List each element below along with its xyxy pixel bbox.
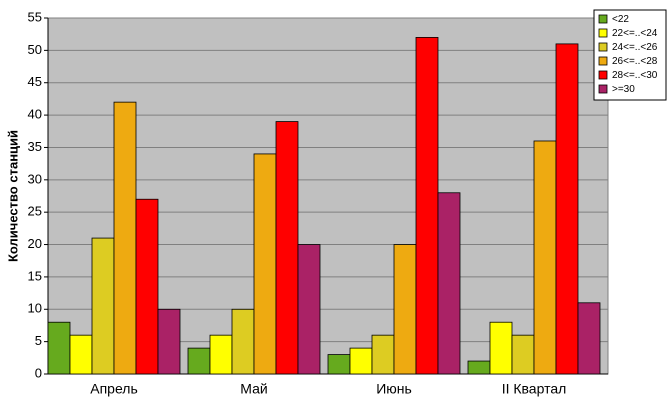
legend-swatch — [598, 84, 608, 94]
bar — [467, 360, 491, 375]
x-tick-label: Апрель — [90, 381, 138, 397]
bar — [511, 334, 535, 375]
bar — [47, 321, 71, 375]
y-tick-label: 20 — [28, 236, 42, 251]
y-tick-label: 10 — [28, 301, 42, 316]
bar — [275, 121, 299, 375]
bar — [135, 198, 159, 375]
bar — [327, 354, 351, 375]
y-tick-label: 55 — [28, 9, 42, 24]
bar — [577, 302, 601, 375]
bar — [349, 347, 373, 375]
y-tick-label: 35 — [28, 139, 42, 154]
bar — [415, 37, 439, 375]
x-tick-label: Июнь — [376, 381, 412, 397]
x-tick-label: II Квартал — [502, 381, 567, 397]
legend-swatch — [598, 14, 608, 24]
bar — [533, 140, 557, 375]
legend-swatch — [598, 70, 608, 80]
bar — [555, 43, 579, 375]
y-tick-label: 45 — [28, 74, 42, 89]
bar — [489, 321, 513, 375]
y-tick-label: 15 — [28, 268, 42, 283]
legend-label: 28<=..<30 — [612, 70, 658, 81]
x-tick-label: Май — [240, 381, 267, 397]
legend-label: 24<=..<26 — [612, 42, 658, 53]
y-tick-label: 40 — [28, 107, 42, 122]
legend-label: 26<=..<28 — [612, 56, 658, 67]
legend-label: <22 — [612, 14, 629, 25]
bar — [69, 334, 93, 375]
bar — [297, 244, 321, 375]
y-tick-label: 25 — [28, 204, 42, 219]
legend-swatch — [598, 56, 608, 66]
bar — [113, 101, 137, 375]
y-tick-label: 0 — [35, 365, 42, 380]
bar — [437, 192, 461, 375]
bar — [91, 237, 115, 375]
y-tick-label: 5 — [35, 333, 42, 348]
y-tick-label: 30 — [28, 171, 42, 186]
legend-label: 22<=..<24 — [612, 28, 658, 39]
bar — [209, 334, 233, 375]
y-axis-label: Количество станций — [5, 130, 20, 262]
bar — [231, 308, 255, 375]
bar — [157, 308, 181, 375]
bar — [187, 347, 211, 375]
legend-swatch — [598, 28, 608, 38]
bar — [253, 153, 277, 375]
bar — [371, 334, 395, 375]
y-tick-label: 50 — [28, 42, 42, 57]
legend-label: >=30 — [612, 84, 635, 95]
bar — [393, 244, 417, 375]
legend-swatch — [598, 42, 608, 52]
